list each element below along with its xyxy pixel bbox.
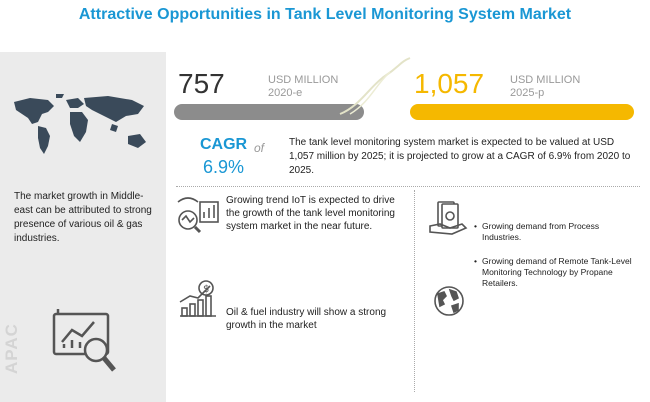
- start-value: 757: [178, 68, 225, 99]
- end-year: 2025-p: [510, 87, 545, 99]
- cagr-value: 6.9%: [203, 157, 245, 177]
- start-bar: [174, 104, 364, 120]
- left-panel-text: The market growth in Middle-east can be …: [14, 191, 152, 244]
- cagr-of: of: [254, 141, 265, 155]
- start-year: 2020-e: [268, 87, 303, 99]
- driver-process-industries: Growing demand from Process Industries.: [474, 221, 632, 243]
- start-unit: USD MILLION: [268, 74, 339, 86]
- iot-chart-icon: [177, 197, 219, 234]
- money-hand-icon: [429, 201, 468, 235]
- driver-propane-retailers: Growing demand of Remote Tank-Level Moni…: [474, 256, 632, 289]
- globe-icon: [434, 286, 464, 316]
- end-bar: [410, 104, 634, 120]
- region-label: APAC: [2, 323, 21, 374]
- page-title: Attractive Opportunities in Tank Level M…: [78, 6, 572, 23]
- world-map-icon: [14, 94, 146, 154]
- end-unit: USD MILLION: [510, 74, 581, 86]
- cagr-label: CAGR: [200, 136, 248, 153]
- insight-iot-text: Growing trend IoT is expected to drive t…: [226, 195, 395, 232]
- oil-fuel-growth-icon: $: [179, 280, 216, 317]
- analytics-magnifier-icon: [52, 309, 116, 372]
- separator-horizontal: [176, 186, 640, 187]
- cagr-description: The tank level monitoring system market …: [289, 137, 631, 176]
- growth-curve-decoration: [339, 57, 411, 115]
- separator-vertical: [414, 190, 415, 392]
- left-panel: The market growth in Middle-east can be …: [0, 52, 166, 402]
- end-value: 1,057: [414, 68, 485, 99]
- insight-oil-text: Oil & fuel industry will show a strong g…: [226, 307, 387, 331]
